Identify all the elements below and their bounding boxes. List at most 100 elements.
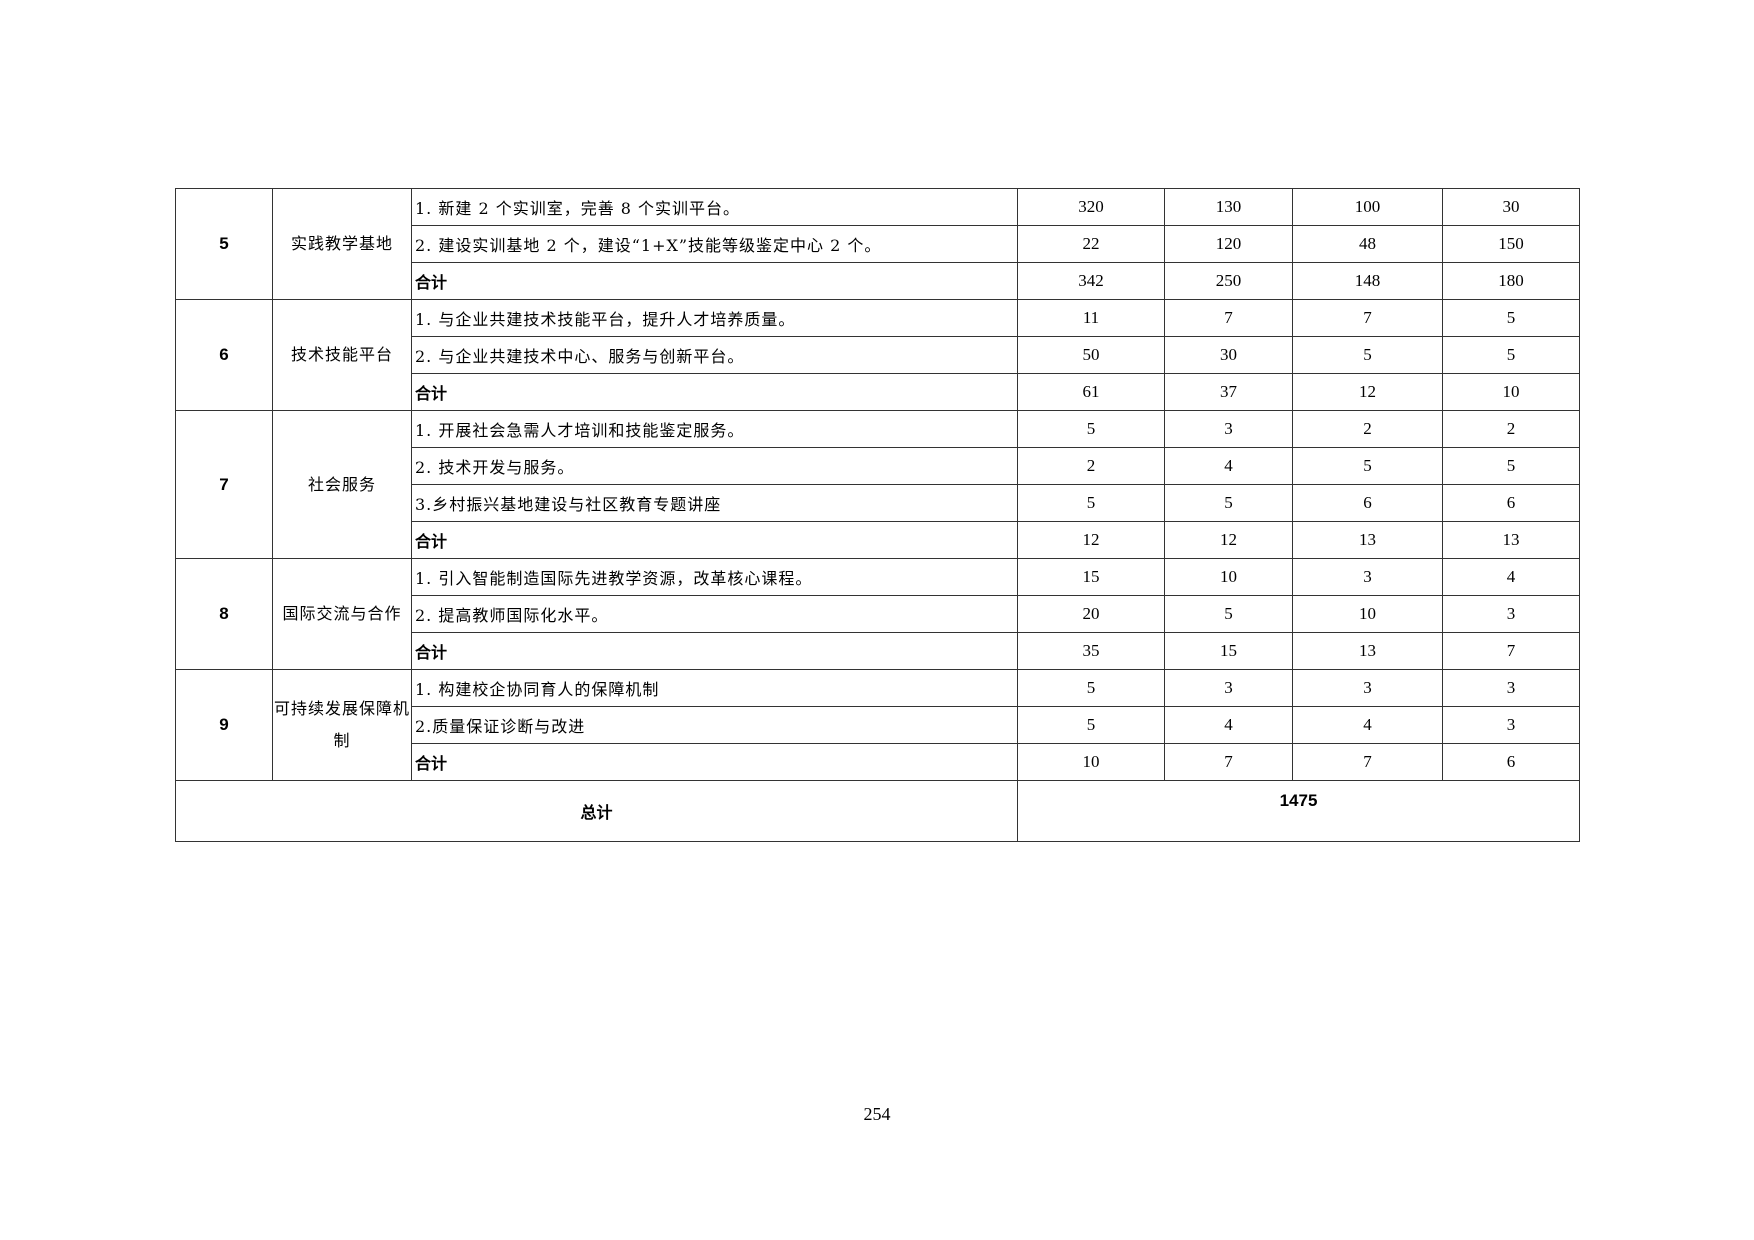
value-cell: 320 [1017,188,1165,226]
task-description: 2. 与企业共建技术中心、服务与创新平台。 [411,336,1018,374]
value-cell: 3 [1164,669,1293,707]
value-cell: 22 [1017,225,1165,263]
value-cell: 5 [1292,447,1443,485]
value-cell: 2 [1292,410,1443,448]
value-cell: 7 [1442,632,1580,670]
table-row: 合计 35 15 13 7 [176,632,1580,670]
table-row: 合计 342 250 148 180 [176,262,1580,300]
task-description: 1. 引入智能制造国际先进教学资源，改革核心课程。 [411,558,1018,596]
value-cell: 148 [1292,262,1443,300]
task-description: 1. 与企业共建技术技能平台，提升人才培养质量。 [411,299,1018,337]
value-cell: 5 [1442,299,1580,337]
table-row: 9 可持续发展保障机制 1. 构建校企协同育人的保障机制 5 3 3 3 [175,669,1580,781]
budget-table: 5 实践教学基地 1. 新建 2 个实训室，完善 8 个实训平台。 320 130 100… [175,188,1580,842]
task-description: 1. 构建校企协同育人的保障机制 [411,669,1018,707]
table-row: 2. 建设实训基地 2 个，建设“1+X”技能等级鉴定中心 2 个。 22 120 4… [176,225,1580,263]
value-cell: 7 [1292,299,1443,337]
table-row: 2.质量保证诊断与改进 5 4 4 3 [176,706,1580,744]
subtotal-label: 合计 [411,743,1018,781]
value-cell: 7 [1164,743,1293,781]
table-row: 5 实践教学基地 1. 新建 2 个实训室，完善 8 个实训平台。 320 130 100… [175,188,1580,300]
value-cell: 10 [1164,558,1293,596]
category-cell: 社会服务 [272,410,412,559]
task-description: 2.质量保证诊断与改进 [411,706,1018,744]
value-cell: 5 [1017,410,1165,448]
value-cell: 5 [1164,595,1293,633]
value-cell: 5 [1164,484,1293,522]
value-cell: 2 [1442,410,1580,448]
value-cell: 50 [1017,336,1165,374]
value-cell: 342 [1017,262,1165,300]
value-cell: 180 [1442,262,1580,300]
value-cell: 10 [1292,595,1443,633]
item-number: 7 [175,410,273,559]
value-cell: 150 [1442,225,1580,263]
category-cell: 国际交流与合作 [272,558,412,670]
value-cell: 5 [1017,669,1165,707]
value-cell: 3 [1292,558,1443,596]
table-row: 合计 12 12 13 13 [176,521,1580,559]
value-cell: 6 [1442,484,1580,522]
value-cell: 10 [1017,743,1165,781]
value-cell: 6 [1442,743,1580,781]
table-row: 7 社会服务 1. 开展社会急需人才培训和技能鉴定服务。 5 3 2 2 [175,410,1580,559]
page-number: 254 [863,1104,891,1124]
value-cell: 5 [1292,336,1443,374]
value-cell: 5 [1442,447,1580,485]
item-number: 9 [175,669,273,781]
value-cell: 3 [1442,595,1580,633]
value-cell: 3 [1292,669,1443,707]
value-cell: 30 [1164,336,1293,374]
table-row: 合计 10 7 7 6 [176,743,1580,781]
value-cell: 12 [1292,373,1443,411]
value-cell: 7 [1292,743,1443,781]
table-row: 6 技术技能平台 1. 与企业共建技术技能平台，提升人才培养质量。 11 7 7 5 [175,299,1580,411]
value-cell: 3 [1442,669,1580,707]
value-cell: 4 [1442,558,1580,596]
value-cell: 5 [1442,336,1580,374]
value-cell: 11 [1017,299,1165,337]
task-description: 1. 开展社会急需人才培训和技能鉴定服务。 [411,410,1018,448]
value-cell: 120 [1164,225,1293,263]
value-cell: 61 [1017,373,1165,411]
value-cell: 130 [1164,188,1293,226]
task-description: 1. 新建 2 个实训室，完善 8 个实训平台。 [411,188,1018,226]
table-row: 2. 技术开发与服务。 2 4 5 5 [176,447,1580,485]
item-number: 8 [175,558,273,670]
value-cell: 13 [1442,521,1580,559]
value-cell: 3 [1164,410,1293,448]
table-row: 8 国际交流与合作 1. 引入智能制造国际先进教学资源，改革核心课程。 15 10 3 4 [175,558,1580,670]
value-cell: 13 [1292,521,1443,559]
task-description: 2. 提高教师国际化水平。 [411,595,1018,633]
total-value: 1475 [1017,780,1580,842]
subtotal-label: 合计 [411,521,1018,559]
value-cell: 37 [1164,373,1293,411]
table-row: 合计 61 37 12 10 [176,373,1580,411]
item-number: 6 [175,299,273,411]
category-cell: 实践教学基地 [272,188,412,300]
subtotal-label: 合计 [411,373,1018,411]
value-cell: 7 [1164,299,1293,337]
value-cell: 4 [1292,706,1443,744]
value-cell: 35 [1017,632,1165,670]
value-cell: 15 [1017,558,1165,596]
value-cell: 5 [1017,484,1165,522]
item-number: 5 [175,188,273,300]
value-cell: 250 [1164,262,1293,300]
value-cell: 3 [1442,706,1580,744]
subtotal-label: 合计 [411,632,1018,670]
value-cell: 12 [1017,521,1165,559]
value-cell: 20 [1017,595,1165,633]
value-cell: 15 [1164,632,1293,670]
value-cell: 12 [1164,521,1293,559]
table-row: 3.乡村振兴基地建设与社区教育专题讲座 5 5 6 6 [176,484,1580,522]
value-cell: 4 [1164,447,1293,485]
total-label: 总计 [175,780,1018,842]
task-description: 3.乡村振兴基地建设与社区教育专题讲座 [411,484,1018,522]
value-cell: 5 [1017,706,1165,744]
value-cell: 2 [1017,447,1165,485]
category-cell: 可持续发展保障机制 [272,669,412,781]
value-cell: 10 [1442,373,1580,411]
task-description: 2. 技术开发与服务。 [411,447,1018,485]
value-cell: 100 [1292,188,1443,226]
